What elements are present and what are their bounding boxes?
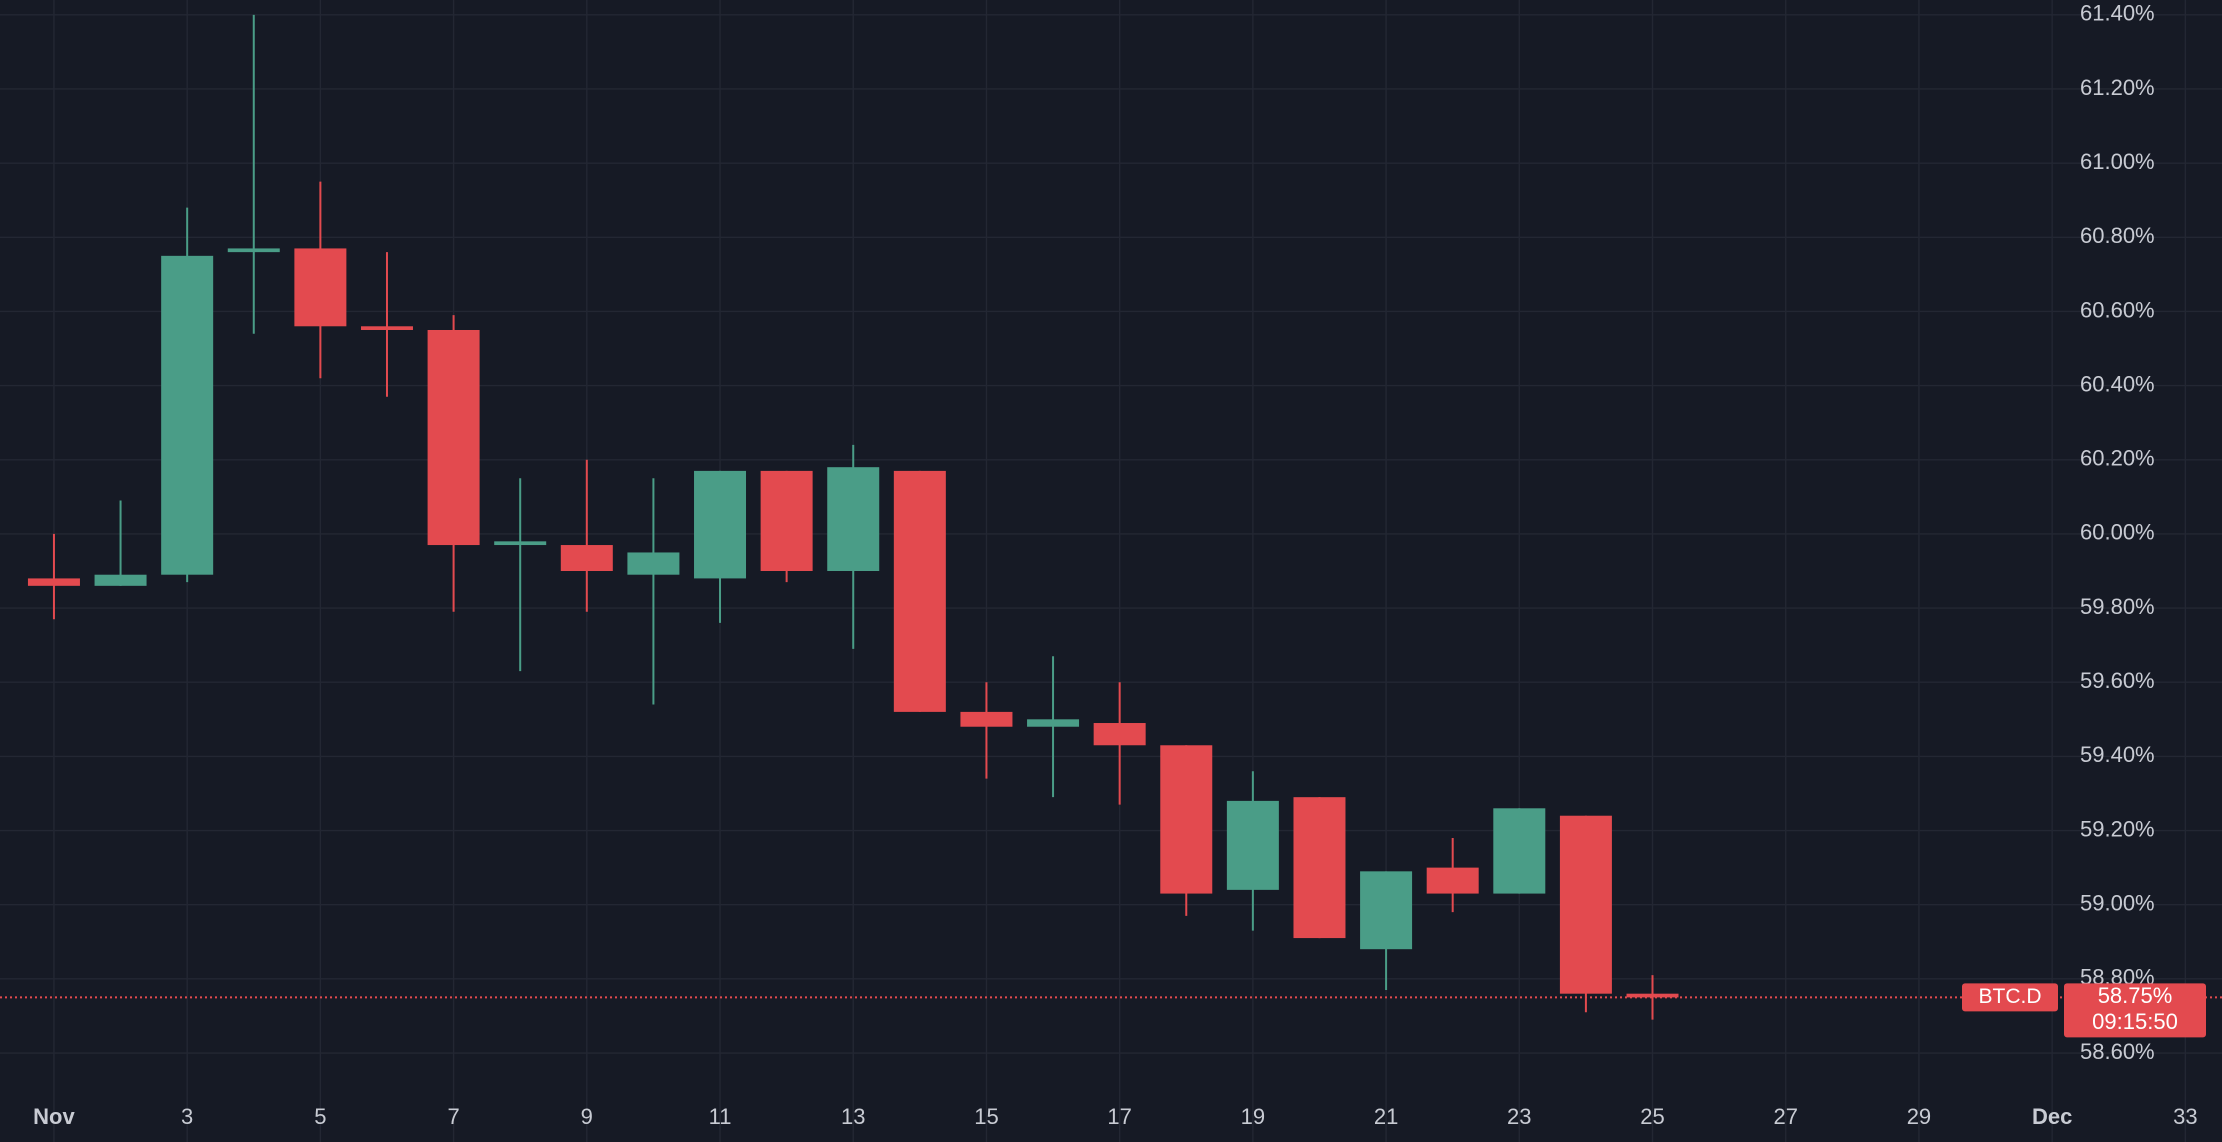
y-tick-label: 59.20% [2080, 816, 2155, 841]
y-tick-label: 61.20% [2080, 75, 2155, 100]
candle-body [560, 545, 613, 571]
candle-body [1626, 993, 1679, 998]
candle-body [1293, 797, 1346, 939]
candle-body [1493, 808, 1546, 894]
x-tick-label: 25 [1640, 1104, 1664, 1129]
x-tick-label: 15 [974, 1104, 998, 1129]
x-tick-label: 33 [2173, 1104, 2197, 1129]
candle-body [760, 470, 813, 571]
candle-body [960, 711, 1013, 727]
y-tick-label: 60.40% [2080, 371, 2155, 396]
x-tick-label: 11 [709, 1104, 732, 1129]
x-tick-label: 27 [1773, 1104, 1797, 1129]
y-tick-label: 61.00% [2080, 149, 2155, 174]
candle-body [627, 552, 680, 575]
y-tick-label: 61.40% [2080, 1, 2155, 26]
countdown-label: 09:15:50 [2092, 1009, 2178, 1034]
y-tick-label: 60.20% [2080, 446, 2155, 471]
candle-body [27, 578, 80, 586]
y-tick-label: 60.00% [2080, 520, 2155, 545]
candle-body [1426, 867, 1479, 894]
candle-body [494, 541, 547, 546]
symbol-badge [1962, 983, 2058, 1012]
x-tick-label: Nov [33, 1104, 75, 1129]
x-tick-label: 13 [841, 1104, 865, 1129]
y-tick-label: 59.80% [2080, 594, 2155, 619]
x-tick-label: 19 [1241, 1104, 1265, 1129]
y-tick-label: 59.40% [2080, 742, 2155, 767]
y-tick-label: 60.80% [2080, 223, 2155, 248]
y-tick-label: 58.60% [2080, 1039, 2155, 1064]
candle-body [893, 470, 946, 712]
x-tick-label: 9 [581, 1104, 593, 1129]
candle-body [694, 470, 747, 579]
symbol-label: BTC.D [1979, 985, 2042, 1008]
candle-body [427, 329, 480, 546]
candle-body [1160, 745, 1213, 894]
candle-body [94, 574, 147, 586]
price-badge [2064, 983, 2206, 1038]
x-tick-label: 29 [1907, 1104, 1931, 1129]
candle-body [1093, 723, 1146, 746]
y-tick-label: 59.60% [2080, 668, 2155, 693]
candle-body [1226, 800, 1279, 890]
x-tick-label: 17 [1107, 1104, 1131, 1129]
x-tick-label: Dec [2032, 1104, 2072, 1129]
y-tick-label: 60.60% [2080, 297, 2155, 322]
y-tick-label: 59.00% [2080, 891, 2155, 916]
x-tick-label: 7 [447, 1104, 459, 1129]
x-tick-label: 23 [1507, 1104, 1531, 1129]
candle-body [1360, 871, 1413, 950]
candle-body [827, 467, 880, 571]
candle-body [1027, 719, 1080, 727]
x-tick-label: 5 [314, 1104, 326, 1129]
x-tick-label: 21 [1374, 1104, 1398, 1129]
last-price-label: 58.75% [2098, 983, 2173, 1008]
candle-body [1559, 815, 1612, 994]
candle-body [161, 255, 214, 575]
candle-body [360, 326, 413, 330]
candle-body [294, 248, 347, 327]
x-tick-label: 3 [181, 1104, 193, 1129]
candle-body [227, 248, 280, 253]
